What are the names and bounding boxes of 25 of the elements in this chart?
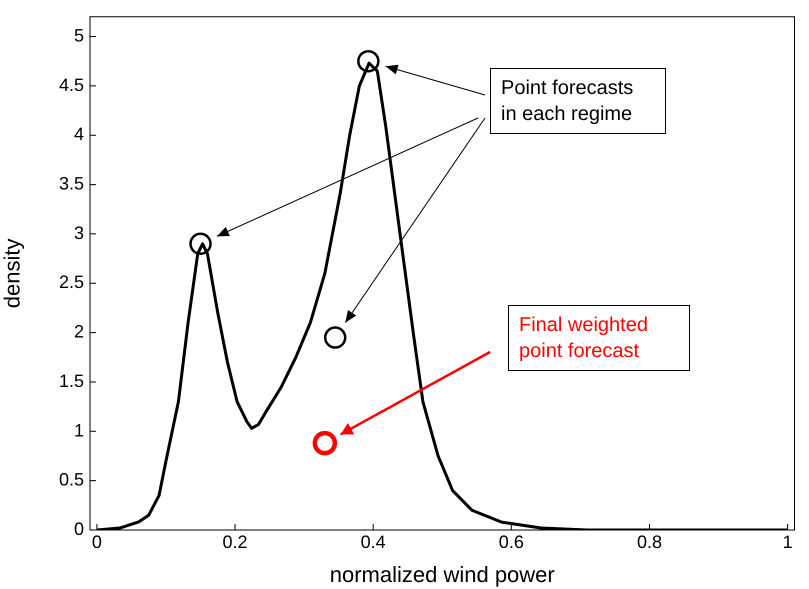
x-tick-label: 0.2	[222, 532, 248, 552]
x-axis-title: normalized wind power	[330, 562, 555, 587]
y-tick-label: 4.5	[58, 74, 84, 95]
y-axis-title: density	[0, 238, 24, 308]
x-tick-label: 0.8	[636, 532, 662, 552]
point	[357, 50, 380, 72]
y-tick-label: 2	[74, 322, 84, 342]
point	[312, 430, 338, 456]
point	[189, 232, 212, 256]
y-tick-label: 5	[74, 26, 84, 46]
point	[324, 326, 346, 349]
y-tick-label: 2.5	[58, 272, 84, 292]
y-tick-label: 3	[74, 222, 84, 243]
y-tick-label: 4	[74, 124, 84, 144]
y-tick-label: 0.5	[58, 470, 84, 490]
annotation: Point forecasts in each regime	[490, 68, 666, 134]
annotation: Final weighted point forecast	[508, 305, 690, 371]
y-tick-label: 1.5	[58, 370, 84, 391]
x-tick-label: 0.6	[498, 532, 524, 552]
x-tick-label: 1	[782, 532, 793, 552]
x-tick-label: 0	[92, 532, 102, 552]
y-tick-label: 1	[74, 420, 84, 440]
y-tick-label: 0	[74, 518, 84, 539]
x-tick-label: 0.4	[360, 532, 386, 552]
y-tick-label: 3.5	[58, 174, 84, 194]
